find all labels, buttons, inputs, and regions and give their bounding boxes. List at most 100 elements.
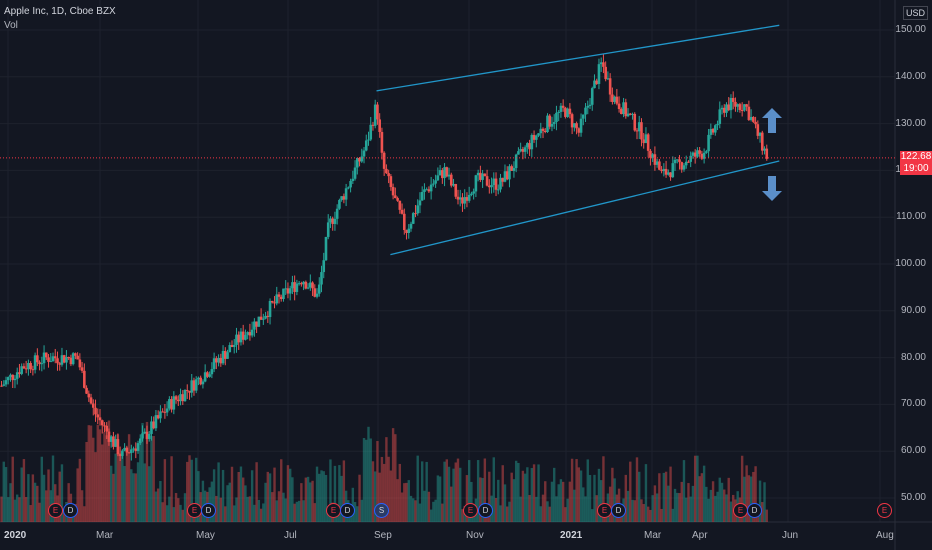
candle-body (584, 107, 587, 115)
volume-bar (445, 459, 449, 522)
volume-bar (376, 441, 379, 522)
candle-body (720, 107, 724, 110)
candle-body (559, 105, 563, 112)
volume-bar (219, 497, 223, 522)
dividend-marker[interactable]: D (747, 503, 762, 518)
earnings-marker[interactable]: E (48, 503, 63, 518)
volume-bar (595, 495, 598, 522)
candle-body (89, 397, 93, 404)
earnings-marker[interactable]: E (877, 503, 892, 518)
dividend-marker[interactable]: D (611, 503, 626, 518)
volume-bar (212, 469, 216, 522)
split-marker[interactable]: S (374, 503, 389, 518)
candle-body (485, 176, 489, 186)
price-tick: 100.00 (895, 258, 926, 269)
volume-bar (716, 491, 719, 522)
dividend-marker[interactable]: D (63, 503, 78, 518)
candle-body (669, 172, 672, 178)
candle-body (100, 420, 104, 426)
volume-bar (687, 483, 690, 522)
volume-bar (96, 424, 99, 522)
candle-body (749, 117, 753, 120)
volume-bar (369, 438, 372, 522)
volume-bar (497, 479, 500, 522)
candle-body (760, 132, 764, 151)
candle-body (568, 108, 572, 115)
candle-body (667, 172, 670, 175)
candle-body (521, 149, 525, 152)
candle-body (693, 152, 697, 157)
volume-bar (427, 491, 431, 522)
candle-body (479, 172, 482, 180)
candle-body (394, 195, 397, 199)
volume-bar (642, 504, 645, 522)
volume-bar (396, 479, 399, 522)
candle-body (277, 294, 281, 297)
volume-bar (340, 475, 343, 522)
dividend-marker[interactable]: D (478, 503, 493, 518)
volume-bar (237, 472, 240, 522)
candle-body (557, 111, 560, 113)
candle-body (114, 439, 117, 447)
candle-body (385, 168, 388, 174)
candle-body (597, 64, 601, 84)
candle-body (606, 78, 610, 80)
volume-bar (367, 426, 370, 522)
earnings-marker[interactable]: E (463, 503, 478, 518)
volume-bar (635, 457, 639, 522)
volume-bar (705, 486, 708, 522)
candle-body (707, 134, 710, 152)
currency-button[interactable]: USD (903, 6, 929, 20)
volume-bar (519, 496, 522, 522)
volume-bar (743, 476, 746, 522)
candle-body (51, 356, 55, 362)
earnings-marker[interactable]: E (187, 503, 202, 518)
candle-body (288, 288, 292, 294)
candle-body (36, 355, 39, 363)
volume-bar (714, 495, 717, 522)
volume-bar (483, 458, 487, 522)
earnings-marker[interactable]: E (733, 503, 748, 518)
earnings-marker[interactable]: E (326, 503, 341, 518)
volume-bar (244, 485, 247, 522)
dividend-marker[interactable]: D (340, 503, 355, 518)
candle-body (449, 174, 453, 186)
candle-body (11, 374, 15, 381)
volume-bar (521, 470, 525, 522)
volume-bar (501, 465, 504, 522)
volume-bar (318, 473, 321, 522)
candle-body (255, 321, 258, 327)
candle-body (168, 399, 171, 409)
volume-bar (749, 476, 753, 522)
candle-body (472, 191, 475, 194)
candle-body (673, 159, 677, 164)
volume-bar (723, 489, 726, 522)
candle-body (53, 356, 57, 359)
earnings-marker[interactable]: E (597, 503, 612, 518)
dividend-marker[interactable]: D (201, 503, 216, 518)
candle-body (237, 334, 241, 343)
time-tick: Jun (782, 530, 799, 541)
candle-body (579, 118, 583, 133)
candle-body (378, 119, 381, 132)
volume-bar (338, 465, 341, 522)
candle-body (212, 358, 216, 370)
volume-bar (315, 466, 319, 522)
candle-body (87, 393, 91, 398)
candle-body (121, 450, 124, 456)
candle-body (329, 218, 332, 223)
volume-bar (698, 476, 701, 522)
candle-body (470, 193, 473, 195)
candle-body (250, 329, 254, 336)
volume-bar (447, 466, 451, 522)
candle-body (241, 331, 245, 340)
candle-body (590, 88, 594, 105)
volume-bar (215, 495, 218, 522)
candle-body (709, 128, 713, 135)
time-tick: Sep (374, 530, 392, 541)
candle-body (295, 283, 299, 292)
candle-body (228, 345, 232, 353)
candle-body (125, 447, 129, 453)
candle-body (194, 379, 198, 391)
